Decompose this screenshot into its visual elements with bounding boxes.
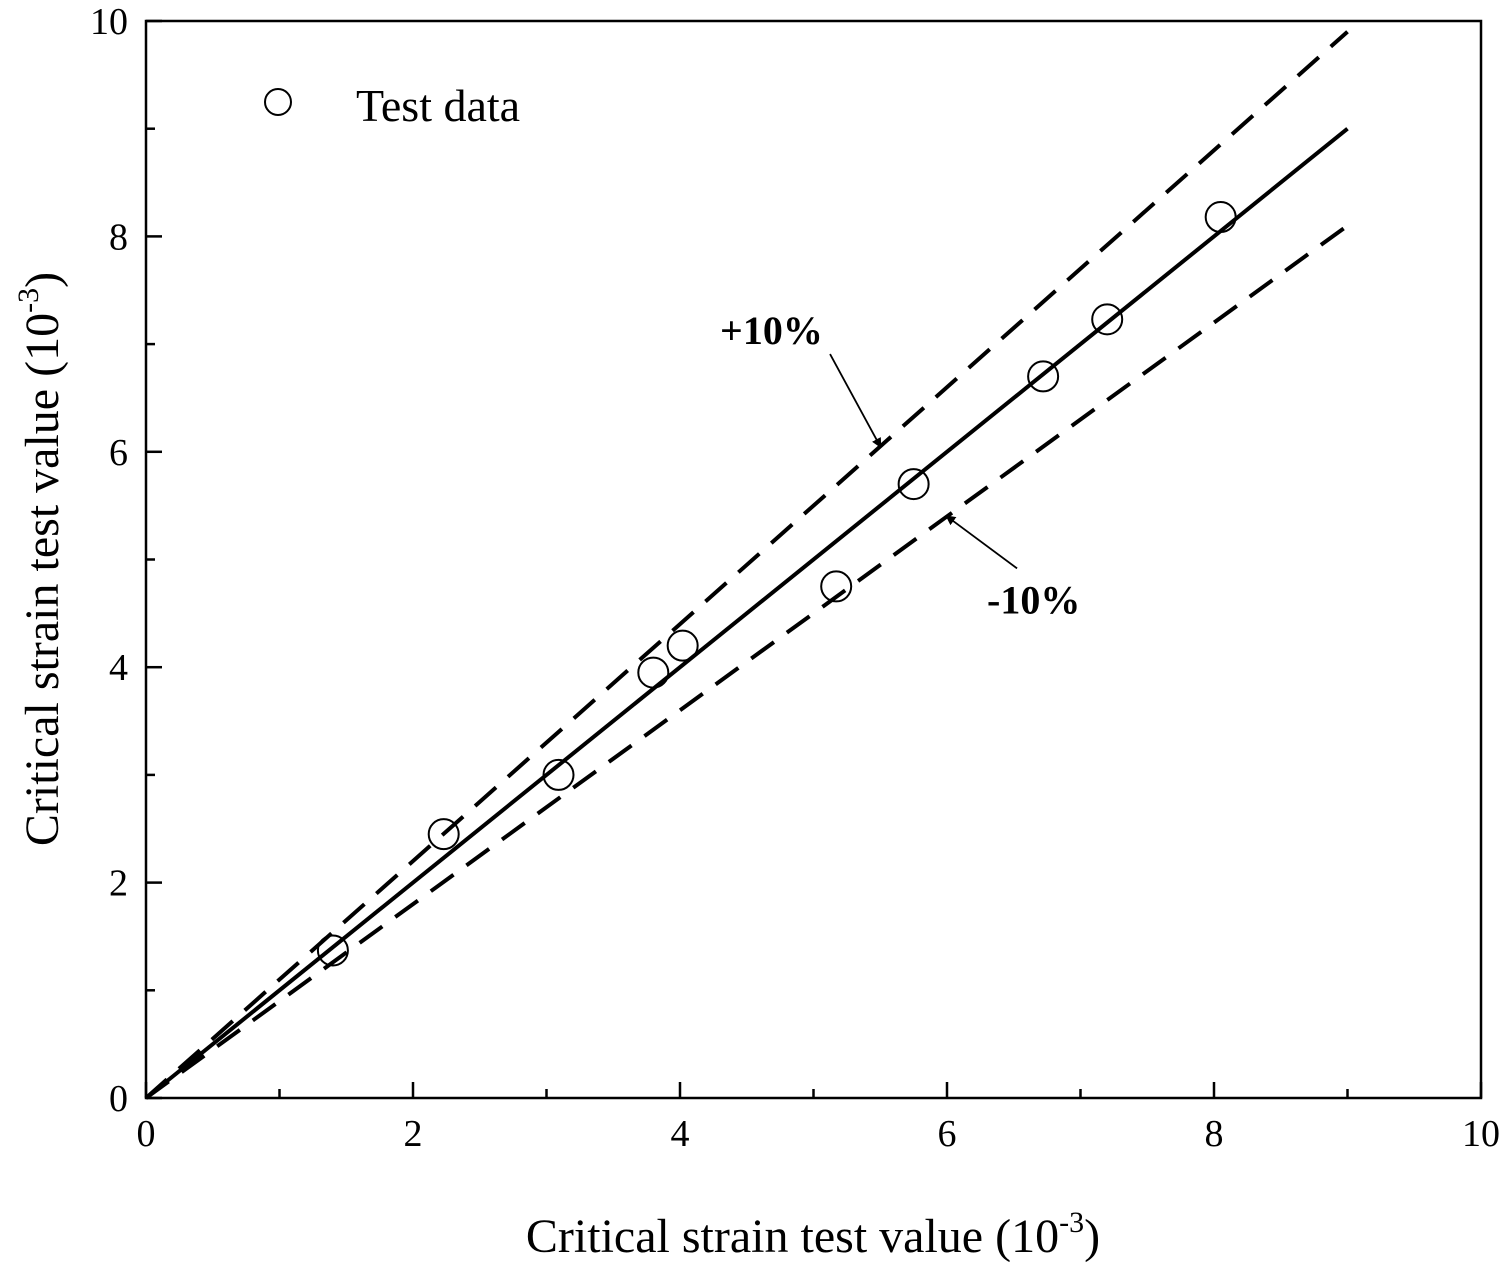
data-point bbox=[542, 758, 575, 791]
data-point bbox=[1091, 303, 1124, 336]
ref-line-equal bbox=[144, 127, 1349, 1100]
y-tick-label: 2 bbox=[109, 863, 128, 905]
annotation-arrow bbox=[829, 353, 882, 449]
y-axis-title-close: ) bbox=[16, 272, 69, 288]
legend-label: Test data bbox=[356, 80, 520, 131]
data-point bbox=[1027, 360, 1060, 393]
y-tick-label: 4 bbox=[109, 647, 128, 689]
data-point bbox=[897, 468, 930, 501]
y-tick-label: 10 bbox=[90, 1, 128, 43]
annotation-label: -10% bbox=[987, 577, 1080, 622]
legend-marker bbox=[264, 88, 292, 116]
annotation-label: +10% bbox=[720, 308, 823, 353]
x-tick-label: 0 bbox=[137, 1113, 156, 1155]
y-tick-label: 6 bbox=[109, 432, 128, 474]
x-axis-title-main: Critical strain test value (10 bbox=[526, 1210, 1059, 1263]
x-axis-title-exponent: -3 bbox=[1059, 1206, 1084, 1239]
data-point bbox=[820, 570, 853, 603]
annotations: +10% -10% bbox=[720, 308, 1080, 622]
data-point bbox=[666, 629, 699, 662]
data-point bbox=[427, 818, 460, 851]
data-point bbox=[316, 934, 349, 967]
y-axis-title: Critical strain test value (10-3) bbox=[12, 272, 69, 846]
y-tick-label: 8 bbox=[109, 216, 128, 258]
ref-line-minus-10 bbox=[144, 224, 1349, 1100]
data-point bbox=[637, 656, 670, 689]
data-point bbox=[1204, 201, 1237, 234]
ref-line-plus-10 bbox=[144, 30, 1349, 1100]
y-axis-title-main: Critical strain test value (10 bbox=[16, 313, 69, 846]
y-axis-title-exponent: -3 bbox=[12, 288, 45, 313]
x-tick-label: 2 bbox=[404, 1113, 423, 1155]
x-tick-label: 6 bbox=[938, 1113, 957, 1155]
y-tick-label: 0 bbox=[109, 1078, 128, 1120]
scatter-points bbox=[316, 201, 1237, 967]
y-axis: 0 2 4 6 8 10 bbox=[90, 1, 162, 1120]
x-axis-title: Critical strain test value (10-3) bbox=[526, 1206, 1100, 1263]
x-axis: 0 2 4 6 8 10 bbox=[137, 1082, 1500, 1155]
x-axis-title-close: ) bbox=[1084, 1210, 1100, 1263]
annotation-arrow bbox=[945, 515, 1018, 570]
legend: Test data bbox=[264, 80, 520, 131]
x-tick-label: 4 bbox=[671, 1113, 690, 1155]
x-tick-label: 8 bbox=[1205, 1113, 1224, 1155]
reference-lines bbox=[144, 30, 1349, 1100]
x-tick-label: 10 bbox=[1462, 1113, 1500, 1155]
